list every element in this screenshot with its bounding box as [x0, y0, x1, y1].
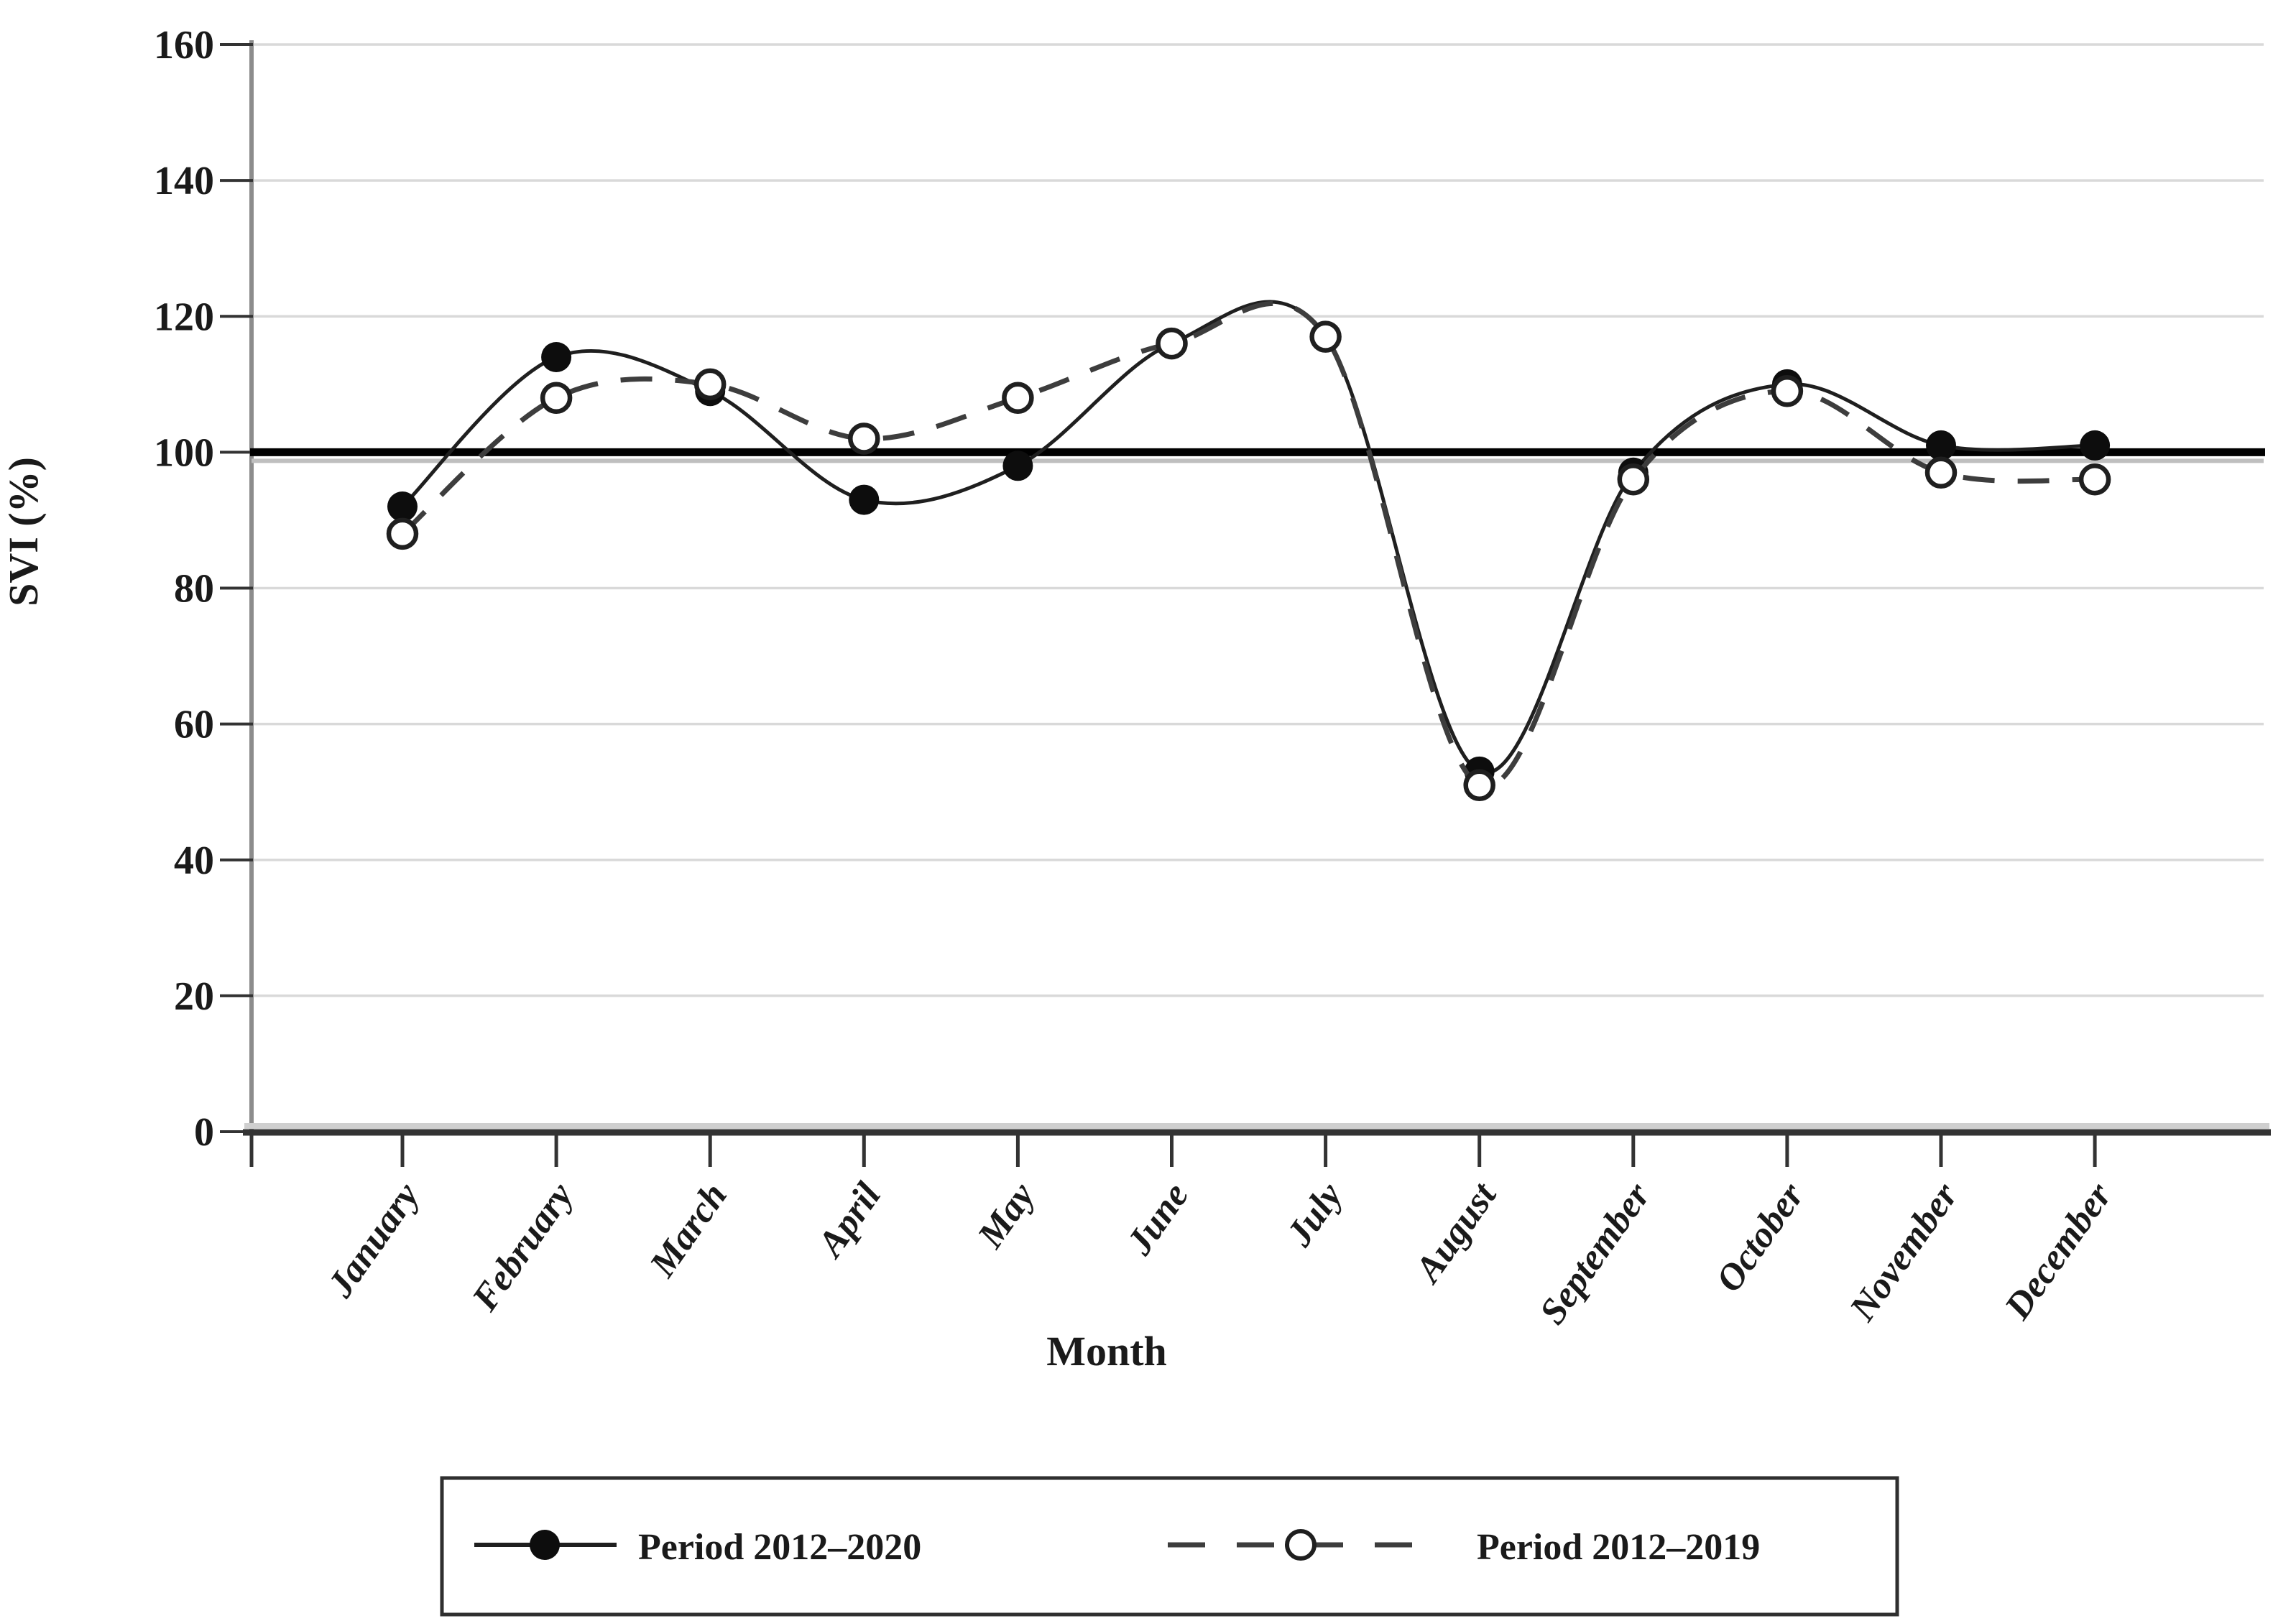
series-layer — [386, 300, 2111, 801]
y-tick-label-80: 80 — [174, 567, 214, 611]
y-tick-label-160: 160 — [154, 23, 214, 68]
legend-label-2012-2020: Period 2012–2020 — [638, 1527, 921, 1568]
legend-open-circle-icon — [1285, 1529, 1317, 1561]
y-tick-label-20: 20 — [174, 974, 214, 1019]
y-tick-label-40: 40 — [174, 839, 214, 883]
legend-item-period-2012-2019: Period 2012–2019 — [1168, 1527, 1760, 1568]
legend: Period 2012–2020 Period 2012–2019 — [440, 1476, 1899, 1617]
y-tick-label-60: 60 — [174, 703, 214, 747]
data-point-filled-november — [1926, 430, 1956, 461]
data-point-open-november — [1924, 456, 1958, 489]
data-point-open-may — [1002, 382, 1034, 414]
data-point-filled-january — [387, 491, 418, 522]
data-point-open-april — [848, 422, 880, 455]
y-tick-label-0: 0 — [194, 1110, 214, 1155]
y-axis-title: SVI (%) — [0, 457, 47, 606]
data-point-open-june — [1156, 327, 1188, 360]
data-point-open-march — [693, 368, 727, 401]
data-point-open-february — [540, 382, 573, 414]
x-axis-title: Month — [1046, 1328, 1167, 1375]
data-point-filled-december — [2080, 430, 2111, 461]
axis-layer — [220, 40, 2271, 1167]
series-period-2012-2019 — [386, 300, 2111, 801]
y-tick-label-120: 120 — [154, 295, 214, 339]
data-point-filled-april — [849, 484, 880, 515]
legend-item-period-2012-2020: Period 2012–2020 — [474, 1527, 921, 1568]
data-point-filled-february — [541, 341, 572, 372]
legend-label-2012-2019: Period 2012–2019 — [1477, 1527, 1760, 1568]
y-tick-label-100: 100 — [154, 430, 214, 475]
data-point-open-january — [386, 517, 419, 550]
data-point-open-august — [1463, 769, 1495, 801]
data-point-filled-may — [1002, 451, 1033, 481]
data-point-open-september — [1617, 463, 1650, 496]
data-point-open-july — [1309, 320, 1342, 353]
legend-filled-circle-icon — [530, 1530, 560, 1560]
data-point-open-october — [1771, 375, 1804, 407]
y-tick-label-140: 140 — [154, 159, 214, 203]
data-point-open-december — [2078, 463, 2111, 496]
